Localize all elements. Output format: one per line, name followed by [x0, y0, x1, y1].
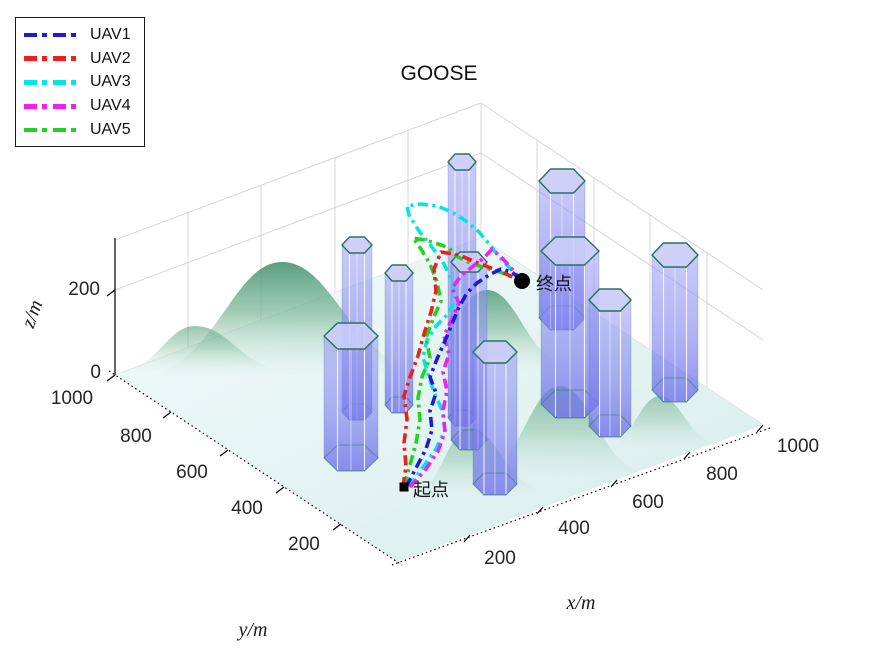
uav-trajectories	[401, 202, 524, 489]
wall-gridline	[480, 152, 764, 341]
legend-item-uav5: UAV5	[24, 118, 144, 142]
uav-path-uav2	[401, 250, 523, 488]
y-tick-1000: 1000	[51, 388, 93, 409]
y-tick-600: 600	[176, 462, 208, 483]
pillar-top-hexagon	[384, 264, 414, 282]
pillar-top-hexagon	[588, 288, 632, 312]
y-tick-400: 400	[231, 498, 263, 519]
start-point-label: 起点	[413, 480, 449, 500]
obstacle-buildings	[323, 153, 699, 496]
axis-tick-mark	[536, 506, 544, 515]
legend-label-uav3: UAV3	[90, 73, 131, 91]
plot-title: GOOSE	[400, 62, 478, 85]
y-tick-800: 800	[120, 426, 152, 447]
z-tick-200: 200	[68, 279, 100, 300]
axis-tick-mark	[610, 479, 618, 488]
pillar-top-hexagon	[447, 153, 477, 171]
obstacle-pillar	[540, 236, 600, 419]
axis-tick-mark	[332, 523, 342, 531]
legend-label-uav4: UAV4	[90, 97, 131, 115]
legend-line-sample-uav5	[24, 127, 81, 133]
pillar-top-hexagon	[540, 236, 600, 266]
axis-tick-mark	[162, 411, 172, 419]
legend-label-uav2: UAV2	[90, 49, 131, 67]
legend-line-sample-uav4	[24, 103, 81, 109]
pillar-top-hexagon	[472, 340, 518, 364]
wall-gridline	[114, 102, 482, 241]
legend-line-sample-uav1	[24, 32, 81, 38]
x-tick-600: 600	[632, 492, 664, 513]
axis-tick-mark	[106, 289, 116, 297]
obstacle-pillar	[323, 322, 379, 472]
obstacle-pillar	[384, 264, 414, 414]
axis-tick-mark	[683, 451, 691, 460]
obstacle-pillar	[651, 242, 699, 403]
tick-labels: 1000 800 600 400 200 200 400 600 800 100…	[51, 279, 819, 569]
obstacle-pillar	[472, 340, 518, 496]
legend-label-uav1: UAV1	[90, 25, 131, 43]
wall-gridline	[114, 152, 482, 291]
legend-item-uav2: UAV2	[24, 47, 144, 71]
x-tick-1000: 1000	[777, 436, 819, 457]
terrain-hill	[112, 326, 300, 373]
legend-item-uav3: UAV3	[24, 71, 144, 95]
start-point-marker	[399, 482, 409, 492]
x-tick-400: 400	[558, 518, 590, 539]
uav-path-uav5	[402, 236, 523, 487]
pillar-top-hexagon	[323, 322, 379, 350]
z-tick-0: 0	[90, 362, 101, 383]
axis-line-dotted	[108, 370, 403, 566]
axis-tick-mark	[106, 374, 116, 382]
x-axis-label: x/m	[566, 592, 596, 614]
axes	[106, 238, 771, 566]
legend-box: UAV1 UAV2 UAV3 UAV4 UAV5	[15, 17, 145, 147]
legend-line-sample-uav3	[24, 80, 81, 85]
terrain-hill	[598, 396, 722, 450]
legend-line-sample-uav2	[24, 56, 81, 61]
legend-item-uav1: UAV1	[24, 23, 144, 47]
pillar-top-hexagon	[341, 236, 373, 254]
legend-label-uav5: UAV5	[90, 121, 131, 139]
x-tick-200: 200	[484, 548, 516, 569]
pillar-top-hexagon	[538, 168, 586, 194]
wall-gridline	[480, 102, 764, 291]
y-tick-200: 200	[288, 534, 320, 555]
uav-path-uav4	[408, 247, 524, 489]
axis-tick-mark	[275, 486, 285, 494]
endpoint-markers: 起点 终点	[399, 273, 572, 500]
end-point-label: 终点	[536, 274, 572, 294]
uav-path-uav1	[404, 267, 524, 488]
end-point-marker	[514, 273, 530, 289]
x-tick-800: 800	[706, 464, 738, 485]
uav-path-uav3	[405, 202, 524, 489]
y-axis-label: y/m	[237, 619, 268, 641]
obstacle-pillar	[588, 288, 632, 438]
pillar-top-hexagon	[651, 242, 699, 268]
legend-item-uav4: UAV4	[24, 94, 144, 118]
axis-tick-mark	[756, 424, 764, 433]
z-axis-label: z/m	[17, 297, 48, 332]
axis-tick-mark	[219, 449, 229, 457]
axis-tick-mark	[463, 534, 471, 543]
